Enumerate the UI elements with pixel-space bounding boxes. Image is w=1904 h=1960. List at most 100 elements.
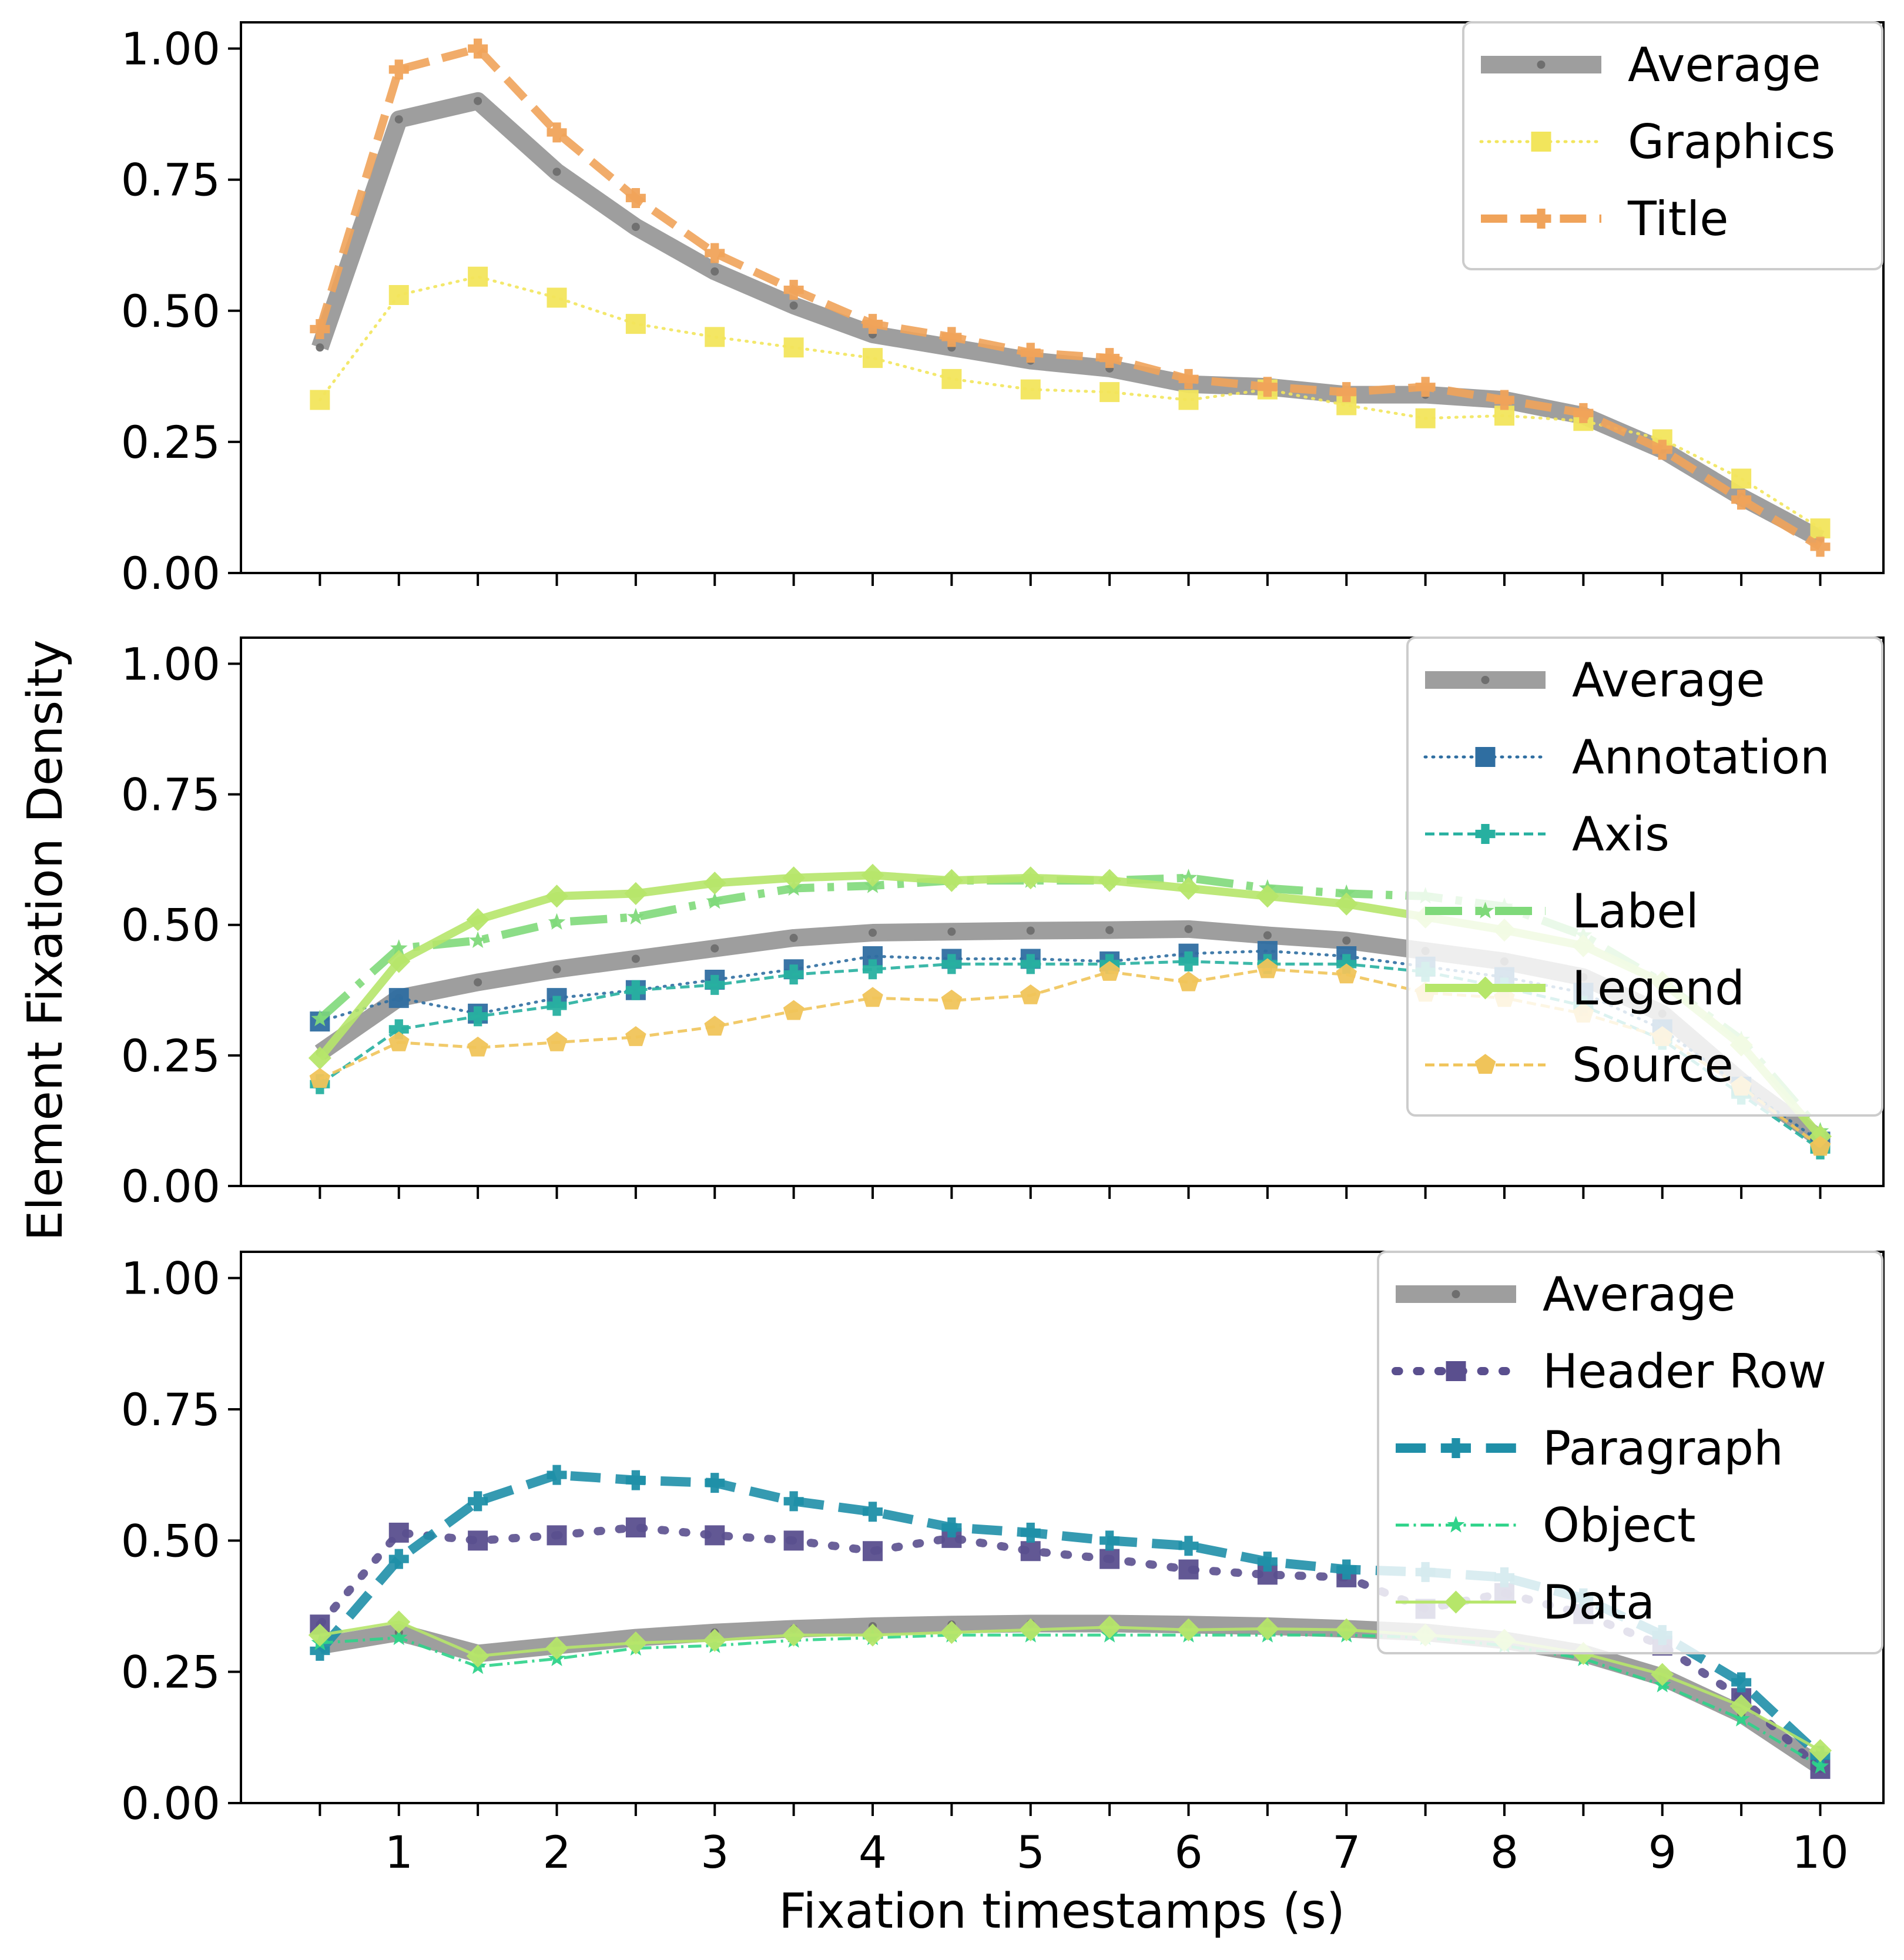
legend-marker-axis — [1475, 824, 1496, 844]
legend-marker-header-row — [1446, 1361, 1466, 1381]
data-point-label — [548, 913, 566, 930]
legend-marker-paragraph — [1446, 1438, 1466, 1458]
y-tick-label: 0.00 — [121, 547, 220, 599]
data-point-graphics — [1336, 395, 1357, 416]
data-point-average — [394, 115, 403, 124]
data-point-legend — [1335, 892, 1358, 916]
legend-label-paragraph: Paragraph — [1543, 1421, 1784, 1476]
legend-marker-average — [1537, 61, 1546, 69]
legend-marker-label — [1476, 902, 1494, 919]
panels: 0.00 0.25 0.50 0.75 1.00 Average Graphics Title… — [121, 21, 1885, 1878]
data-point-source — [1257, 958, 1278, 979]
data-point-label — [469, 931, 487, 948]
data-point-header-row — [547, 1525, 567, 1546]
x-tick-label: 9 — [1648, 1826, 1677, 1878]
data-point-source — [1336, 963, 1357, 984]
data-point-graphics — [1494, 406, 1514, 426]
data-point-legend — [545, 884, 569, 908]
data-point-paragraph — [468, 1491, 488, 1512]
series-line-graphics — [318, 275, 1822, 530]
legend-marker-average — [1481, 676, 1490, 684]
legend-marker-annotation — [1475, 747, 1496, 767]
legend-label-average: Average — [1572, 653, 1765, 708]
data-point-source — [467, 1036, 488, 1057]
data-point-average — [1263, 931, 1272, 940]
data-point-axis — [625, 980, 646, 1000]
legend-box — [1462, 21, 1883, 270]
data-point-title — [547, 122, 567, 143]
data-point-title — [1100, 348, 1120, 368]
data-point-title — [705, 243, 725, 263]
data-point-label — [390, 939, 408, 956]
data-point-source — [1020, 984, 1041, 1004]
data-point-graphics — [547, 287, 567, 308]
data-point-paragraph — [1100, 1530, 1120, 1551]
data-point-graphics — [468, 266, 488, 287]
legend-label-average: Average — [1543, 1267, 1736, 1322]
data-point-paragraph — [1020, 1522, 1041, 1543]
y-axis-label: Element Fixation Density — [18, 639, 73, 1241]
y-tick-label: 0.00 — [121, 1777, 220, 1830]
data-point-average — [947, 927, 956, 936]
legend-label-legend: Legend — [1572, 961, 1745, 1016]
data-point-legend — [940, 869, 963, 892]
data-point-title — [863, 314, 883, 334]
data-point-header-row — [1020, 1541, 1041, 1562]
data-point-legend — [1019, 866, 1042, 890]
data-point-title — [468, 38, 488, 59]
data-point-paragraph — [1731, 1672, 1752, 1693]
data-point-data — [466, 1644, 490, 1668]
data-point-legend — [782, 866, 806, 890]
data-point-axis — [863, 959, 883, 980]
y-tick-label: 0.25 — [121, 416, 220, 468]
legend-label-title: Title — [1627, 192, 1728, 246]
data-point-source — [862, 987, 883, 1007]
data-point-graphics — [388, 285, 409, 306]
x-tick-label: 7 — [1332, 1826, 1360, 1878]
data-point-data — [1256, 1617, 1279, 1640]
data-point-data — [1019, 1618, 1042, 1641]
data-point-average — [474, 96, 482, 105]
data-point-average — [631, 223, 640, 232]
data-point-axis — [705, 974, 725, 995]
legend-marker-legend — [1473, 976, 1497, 1000]
x-tick-label: 3 — [700, 1826, 729, 1878]
data-point-source — [1809, 1135, 1831, 1156]
data-point-average — [316, 343, 324, 352]
y-tick-label: 0.50 — [121, 1515, 220, 1567]
x-axis-label: Fixation timestamps (s) — [779, 1884, 1345, 1939]
y-tick-label: 0.25 — [121, 1030, 220, 1082]
data-point-object — [390, 1629, 408, 1646]
data-point-axis — [388, 1019, 409, 1040]
panel-2: 0.00 0.25 0.50 0.75 1.00 Average Annotation Axi… — [121, 636, 1885, 1212]
data-point-paragraph — [625, 1470, 646, 1490]
legend-marker-average — [1452, 1290, 1460, 1298]
data-point-source — [783, 1000, 804, 1020]
data-point-data — [1808, 1739, 1832, 1763]
data-point-average — [789, 301, 798, 310]
data-point-data — [624, 1631, 648, 1655]
data-point-average — [631, 954, 640, 963]
y-tick-label: 1.00 — [121, 23, 220, 75]
legend-marker-object — [1447, 1516, 1465, 1533]
data-point-data — [308, 1623, 331, 1647]
data-point-title — [1020, 343, 1041, 363]
y-tick-label: 0.75 — [121, 769, 220, 821]
data-point-average — [710, 944, 719, 953]
data-point-source — [1099, 960, 1120, 981]
data-point-average — [1342, 936, 1351, 945]
data-point-title — [388, 59, 409, 80]
data-point-annotation — [1257, 941, 1278, 961]
y-tick-label: 0.75 — [121, 154, 220, 206]
data-point-annotation — [388, 988, 409, 1009]
x-tick-label: 4 — [859, 1826, 887, 1878]
data-point-header-row — [625, 1517, 646, 1537]
data-point-header-row — [941, 1527, 962, 1548]
legend-label-object: Object — [1543, 1498, 1696, 1553]
plot-frame — [240, 21, 1885, 574]
y-tick-label: 0.00 — [121, 1160, 220, 1212]
data-point-graphics — [783, 337, 804, 358]
legend: Average Annotation Axis Label Legend Source — [1406, 636, 1883, 1117]
legend-marker-title — [1531, 209, 1551, 229]
data-point-axis — [941, 954, 962, 974]
